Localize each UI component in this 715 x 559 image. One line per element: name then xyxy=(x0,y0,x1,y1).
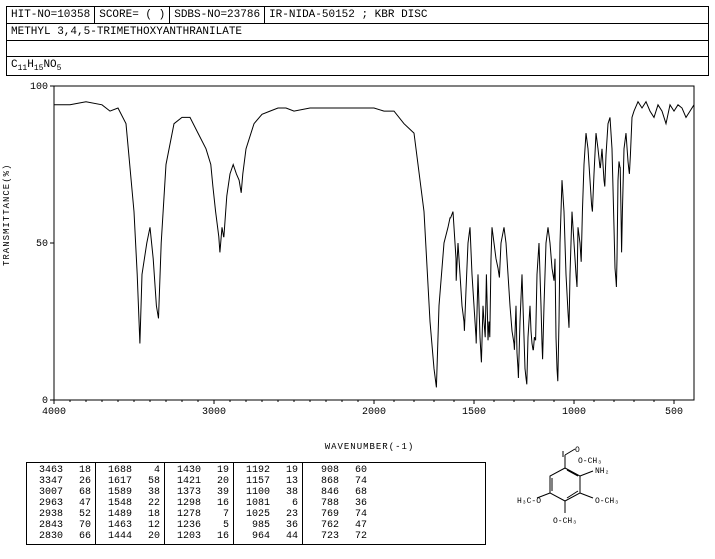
svg-text:50: 50 xyxy=(36,239,48,250)
svg-text:O-CH₃: O-CH₃ xyxy=(578,457,602,466)
svg-text:O: O xyxy=(575,446,580,455)
svg-text:3000: 3000 xyxy=(202,407,226,418)
compound-name: METHYL 3,4,5-TRIMETHOXYANTHRANILATE xyxy=(6,24,709,41)
formula: C11H15NO5 xyxy=(6,57,709,76)
svg-text:1000: 1000 xyxy=(562,407,586,418)
svg-text:H₃C-O: H₃C-O xyxy=(517,497,541,506)
y-axis-label: TRANSMITTANCE(%) xyxy=(2,164,12,266)
svg-text:1500: 1500 xyxy=(462,407,486,418)
sdbs-no: SDBS-NO=23786 xyxy=(170,7,265,23)
spectrum-chart: 05010040003000200015001000500 WAVENUMBER… xyxy=(24,80,715,452)
peak-table: 3463183347263007682963472938522843702830… xyxy=(26,462,486,545)
hit-no: HIT-NO=10358 xyxy=(7,7,95,23)
ir-info: IR-NIDA-50152 ; KBR DISC xyxy=(265,7,708,23)
spacer-row xyxy=(6,41,709,57)
score: SCORE= ( ) xyxy=(95,7,170,23)
molecule-structure: O O-CH₃ NH₂ O-CH₃ O-CH₃ H₃C-O xyxy=(515,443,675,543)
svg-text:NH₂: NH₂ xyxy=(595,467,609,476)
svg-text:2000: 2000 xyxy=(362,407,386,418)
svg-text:500: 500 xyxy=(665,407,683,418)
svg-text:4000: 4000 xyxy=(42,407,66,418)
svg-text:O-CH₃: O-CH₃ xyxy=(595,497,619,506)
svg-text:100: 100 xyxy=(30,82,48,93)
svg-text:0: 0 xyxy=(42,396,48,407)
svg-text:O-CH₃: O-CH₃ xyxy=(553,517,577,526)
